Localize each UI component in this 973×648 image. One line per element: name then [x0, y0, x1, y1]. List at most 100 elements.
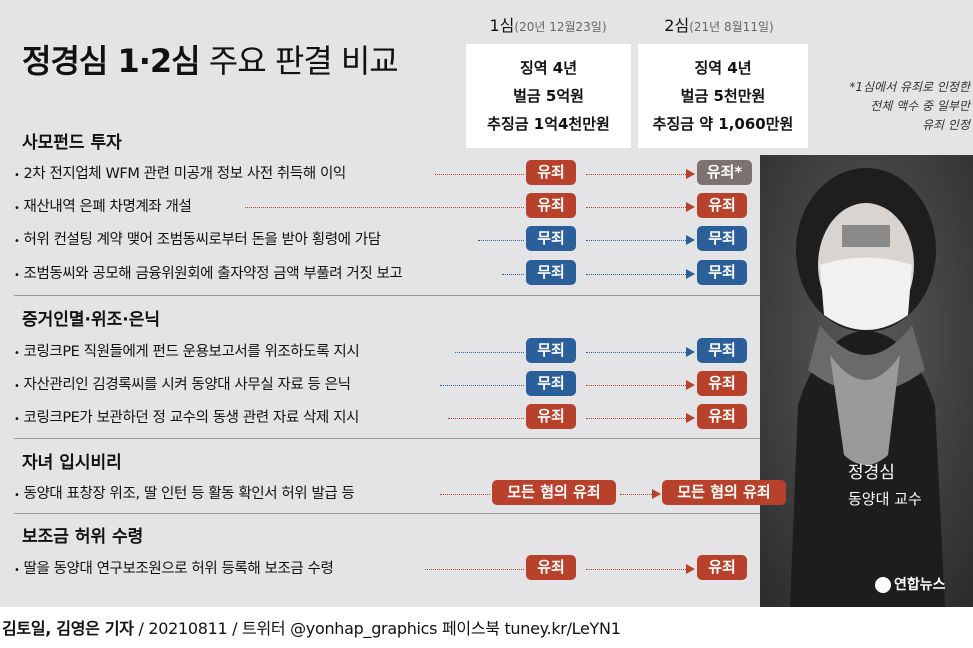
row-text: 재산내역 은폐 차명계좌 개설 [23, 199, 192, 215]
connector-line [586, 274, 686, 275]
connector-line [586, 240, 686, 241]
verdict-badge-1: 모든 혐의 유죄 [492, 480, 616, 505]
sentence-line: 벌금 5천만원 [680, 87, 766, 105]
column-label-2: 2심 [664, 16, 690, 35]
footnote: *1심에서 유죄로 인정한 전체 액수 중 일부만 유죄 인정 [812, 78, 970, 135]
connector-line [586, 569, 686, 570]
column-label-1: 1심 [489, 16, 515, 35]
verdict-badge-1: 유죄 [526, 404, 576, 429]
row-item: • 딸을 동양대 연구보조원으로 허위 등록해 보조금 수령 [14, 561, 334, 577]
leader-line [440, 385, 524, 386]
yonhap-logo: 연합뉴스 [875, 574, 946, 594]
verdict-badge-1: 유죄 [526, 193, 576, 218]
logo-text: 연합뉴스 [894, 577, 946, 593]
row-text: 동양대 표창장 위조, 딸 인턴 등 활동 확인서 허위 발급 등 [23, 486, 355, 502]
row-item: • 조범동씨와 공모해 금융위원회에 출자약정 금액 부풀려 거짓 보고 [14, 266, 403, 282]
logo-mark-icon [875, 577, 891, 593]
arrow-icon [686, 413, 695, 423]
verdict-badge-1: 무죄 [526, 226, 576, 251]
verdict-badge-2: 무죄 [697, 260, 747, 285]
row-item: • 허위 컨설팅 계약 맺어 조범동씨로부터 돈을 받아 횡령에 가담 [14, 232, 382, 248]
leader-line [455, 352, 524, 353]
verdict-badge-2: 무죄 [697, 338, 747, 363]
row-text: 딸을 동양대 연구보조원으로 허위 등록해 보조금 수령 [23, 561, 334, 577]
row-text: 자산관리인 김경록씨를 시켜 동양대 사무실 자료 등 은닉 [23, 377, 351, 393]
section-divider [14, 438, 760, 439]
section-title-admissions: 자녀 입시비리 [22, 453, 122, 473]
person-title: 동양대 교수 [848, 490, 922, 508]
connector-line [586, 418, 686, 419]
footnote-line: 전체 액수 중 일부만 [870, 99, 970, 113]
verdict-badge-2: 유죄 [697, 193, 747, 218]
arrow-icon [686, 269, 695, 279]
column-date-1: (20년 12월23일) [514, 20, 607, 34]
row-item: • 자산관리인 김경록씨를 시켜 동양대 사무실 자료 등 은닉 [14, 377, 351, 393]
row-item: • 2차 전지업체 WFM 관련 미공개 정보 사전 취득해 이익 [14, 166, 347, 182]
sentence-box-1: 징역 4년 벌금 5억원 추징금 1억4천만원 [466, 44, 631, 148]
connector-line [620, 494, 652, 495]
person-photo [760, 155, 973, 607]
row-text: 코링크PE 직원들에게 펀드 운용보고서를 위조하도록 지시 [23, 344, 360, 360]
arrow-icon [686, 347, 695, 357]
person-name: 정경심 [848, 463, 895, 483]
sentence-line: 벌금 5억원 [513, 87, 584, 105]
verdict-badge-2: 무죄 [697, 226, 747, 251]
verdict-badge-1: 무죄 [526, 371, 576, 396]
row-text: 허위 컨설팅 계약 맺어 조범동씨로부터 돈을 받아 횡령에 가담 [23, 232, 382, 248]
column-date-2: (21년 8월11일) [689, 20, 774, 34]
verdict-badge-2: 유죄* [697, 160, 752, 185]
sentence-line: 추징금 약 1,060만원 [652, 115, 794, 133]
leader-line [435, 174, 524, 175]
connector-line [586, 207, 686, 208]
arrow-icon [686, 235, 695, 245]
column-header-2: 2심(21년 8월11일) [634, 12, 804, 36]
title-bold: 정경심 1·2심 [22, 42, 201, 80]
section-title-subsidy: 보조금 허위 수령 [22, 527, 144, 547]
verdict-badge-2: 유죄 [697, 555, 747, 580]
page-title: 정경심 1·2심 주요 판결 비교 [22, 36, 399, 82]
leader-line [478, 240, 524, 241]
credit-authors: 김토일, 김영은 기자 [2, 619, 134, 638]
verdict-badge-2: 유죄 [697, 371, 747, 396]
row-text: 조범동씨와 공모해 금융위원회에 출자약정 금액 부풀려 거짓 보고 [23, 266, 403, 282]
verdict-badge-2: 모든 혐의 유죄 [662, 480, 786, 505]
sentence-line: 징역 4년 [694, 59, 752, 77]
row-text: 2차 전지업체 WFM 관련 미공개 정보 사전 취득해 이익 [23, 166, 347, 182]
credit-line: 김토일, 김영은 기자 / 20210811 / 트위터 @yonhap_gra… [2, 615, 621, 639]
sentence-line: 징역 4년 [519, 59, 578, 77]
credit-details: / 20210811 / 트위터 @yonhap_graphics 페이스북 t… [133, 619, 621, 638]
verdict-badge-1: 무죄 [526, 338, 576, 363]
leader-line [502, 274, 524, 275]
arrow-icon [686, 169, 695, 179]
connector-line [586, 385, 686, 386]
leader-line [448, 418, 524, 419]
arrow-icon [686, 380, 695, 390]
verdict-badge-2: 유죄 [697, 404, 747, 429]
leader-line [425, 569, 524, 570]
section-divider [14, 513, 760, 514]
verdict-badge-1: 유죄 [526, 160, 576, 185]
row-text: 코링크PE가 보관하던 정 교수의 동생 관련 자료 삭제 지시 [23, 410, 360, 426]
leader-line [245, 207, 524, 208]
connector-line [586, 352, 686, 353]
arrow-icon [652, 489, 661, 499]
connector-line [586, 174, 686, 175]
verdict-badge-1: 무죄 [526, 260, 576, 285]
column-header-1: 1심(20년 12월23일) [463, 12, 633, 36]
sentence-line: 추징금 1억4천만원 [487, 115, 610, 133]
row-item: • 코링크PE가 보관하던 정 교수의 동생 관련 자료 삭제 지시 [14, 410, 360, 426]
verdict-badge-1: 유죄 [526, 555, 576, 580]
footnote-line: 유죄 인정 [922, 118, 970, 132]
section-title-evidence: 증거인멸·위조·은닉 [22, 310, 161, 330]
sentence-box-2: 징역 4년 벌금 5천만원 추징금 약 1,060만원 [638, 44, 808, 148]
row-item: • 동양대 표창장 위조, 딸 인턴 등 활동 확인서 허위 발급 등 [14, 486, 355, 502]
row-item: • 코링크PE 직원들에게 펀드 운용보고서를 위조하도록 지시 [14, 344, 360, 360]
row-item: • 재산내역 은폐 차명계좌 개설 [14, 199, 192, 215]
title-rest: 주요 판결 비교 [208, 42, 399, 80]
section-title-fund: 사모펀드 투자 [22, 133, 122, 153]
infographic-panel: 정경심 1·2심 주요 판결 비교 1심(20년 12월23일) 2심(21년 … [0, 0, 973, 607]
leader-line [440, 494, 490, 495]
footnote-line: *1심에서 유죄로 인정한 [849, 80, 970, 94]
arrow-icon [686, 564, 695, 574]
arrow-icon [686, 202, 695, 212]
